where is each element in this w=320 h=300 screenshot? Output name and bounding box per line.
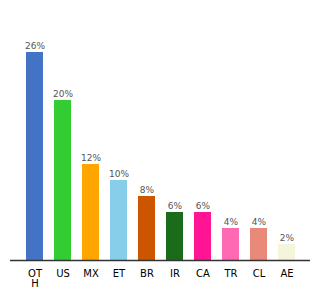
svg-text:US: US <box>56 268 70 279</box>
svg-text:CA: CA <box>196 268 210 279</box>
svg-text:12%: 12% <box>81 153 101 163</box>
svg-text:26%: 26% <box>25 41 45 51</box>
svg-text:20%: 20% <box>53 89 73 99</box>
svg-text:TR: TR <box>223 268 237 279</box>
svg-text:4%: 4% <box>224 217 239 227</box>
svg-text:CL: CL <box>253 268 266 279</box>
svg-text:8%: 8% <box>140 185 155 195</box>
svg-text:OTH: OTH <box>28 268 43 289</box>
svg-text:AE: AE <box>280 268 293 279</box>
svg-text:IR: IR <box>170 268 180 279</box>
svg-text:2%: 2% <box>280 233 295 243</box>
svg-text:MX: MX <box>83 268 99 279</box>
svg-text:ET: ET <box>113 268 126 279</box>
svg-text:10%: 10% <box>109 169 129 179</box>
svg-text:4%: 4% <box>252 217 267 227</box>
svg-text:6%: 6% <box>168 201 183 211</box>
svg-text:BR: BR <box>140 268 154 279</box>
svg-text:6%: 6% <box>196 201 211 211</box>
